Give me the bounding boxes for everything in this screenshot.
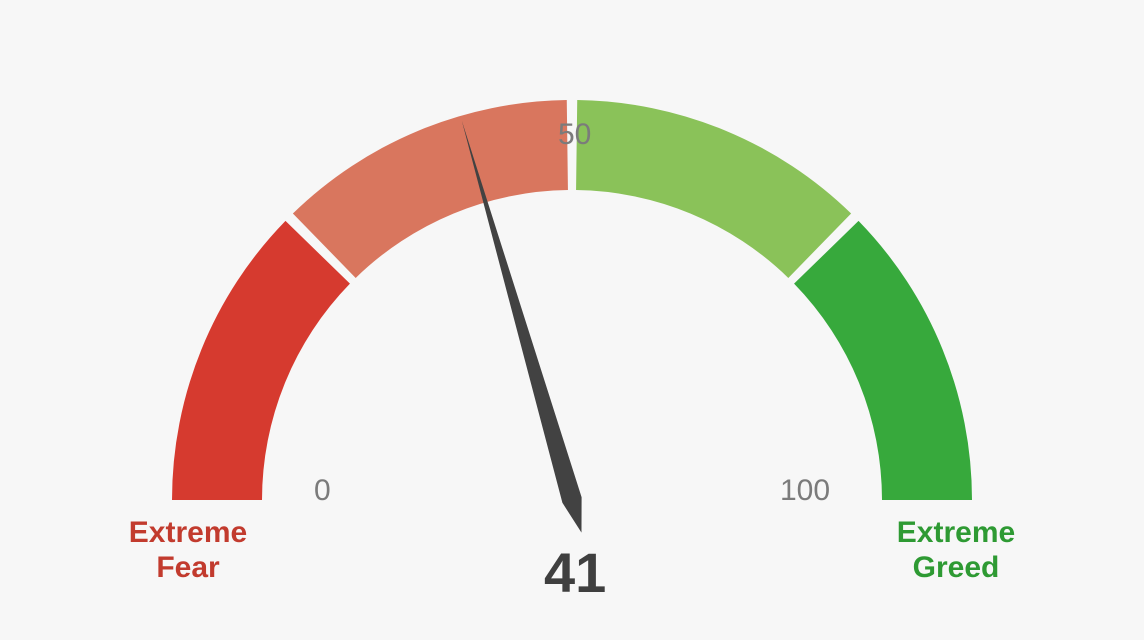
axis-min-label: 0 xyxy=(314,474,331,508)
gauge-segment-0 xyxy=(172,221,350,500)
axis-max-label: 100 xyxy=(780,474,830,508)
gauge-segment-2 xyxy=(576,100,851,278)
gauge-segment-3 xyxy=(794,221,972,500)
extreme-fear-line1: Extreme xyxy=(129,516,247,549)
extreme-greed-label: Extreme Greed xyxy=(856,516,1056,585)
extreme-greed-line2: Greed xyxy=(913,551,1000,584)
gauge-value: 41 xyxy=(544,540,606,605)
gauge-chart: 0 50 100 Extreme Fear Extreme Greed 41 xyxy=(0,0,1144,640)
axis-mid-label: 50 xyxy=(558,118,591,152)
extreme-fear-line2: Fear xyxy=(156,551,219,584)
extreme-fear-label: Extreme Fear xyxy=(88,516,288,585)
gauge-segment-1 xyxy=(293,100,568,278)
extreme-greed-line1: Extreme xyxy=(897,516,1015,549)
